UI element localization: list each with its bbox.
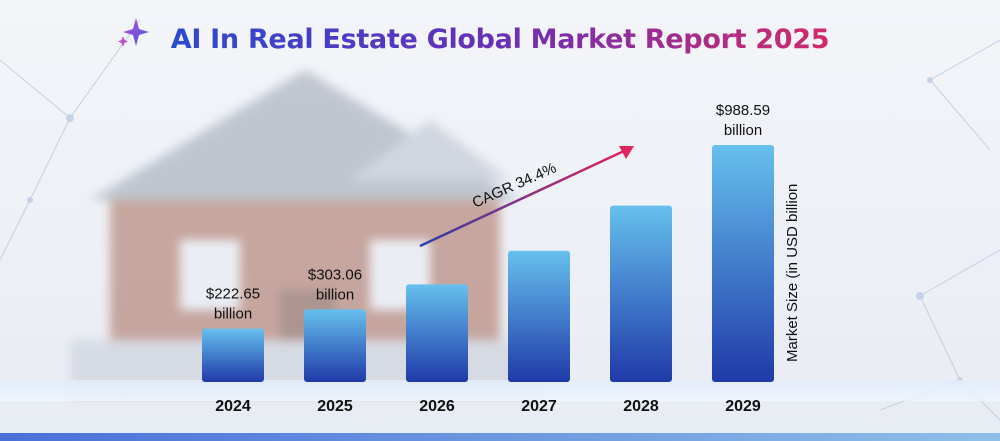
x-tick-2026: 2026 xyxy=(419,398,455,415)
cagr-arrow: CAGR 34.4% xyxy=(419,146,634,248)
data-label-2024-value: $222.65 xyxy=(206,286,260,303)
x-tick-2029: 2029 xyxy=(725,398,761,415)
data-label-2029-unit: billion xyxy=(724,122,762,139)
bar-2028 xyxy=(610,205,672,382)
bar-2029 xyxy=(712,145,774,382)
data-label-2025-unit: billion xyxy=(316,286,354,303)
x-tick-2027: 2027 xyxy=(521,398,557,415)
chart-title: AI In Real Estate Global Market Report 2… xyxy=(170,24,830,55)
bar-2025 xyxy=(304,309,366,382)
data-label-2024-unit: billion xyxy=(214,306,252,323)
chart-baseline-band xyxy=(0,380,1000,401)
x-tick-2028: 2028 xyxy=(623,398,659,415)
x-tick-2024: 2024 xyxy=(215,398,251,415)
x-tick-2025: 2025 xyxy=(317,398,353,415)
data-label-2025-value: $303.06 xyxy=(308,266,362,283)
bottom-accent-bar xyxy=(0,433,1000,441)
sparkle-icon xyxy=(118,18,149,47)
bar-2024 xyxy=(202,328,264,382)
data-label-2029-value: $988.59 xyxy=(716,102,770,119)
bars-group xyxy=(202,145,774,382)
bar-2026 xyxy=(406,284,468,382)
bar-2027 xyxy=(508,250,570,382)
x-tick-labels-group: 2024 2025 2026 2027 2028 2029 xyxy=(215,398,761,415)
data-labels-group: $222.65 billion $303.06 billion $988.59 billi… xyxy=(206,102,770,323)
y-axis-label: Market Size (in USD billion xyxy=(784,184,801,362)
cagr-annotation: CAGR 34.4% xyxy=(470,159,559,211)
